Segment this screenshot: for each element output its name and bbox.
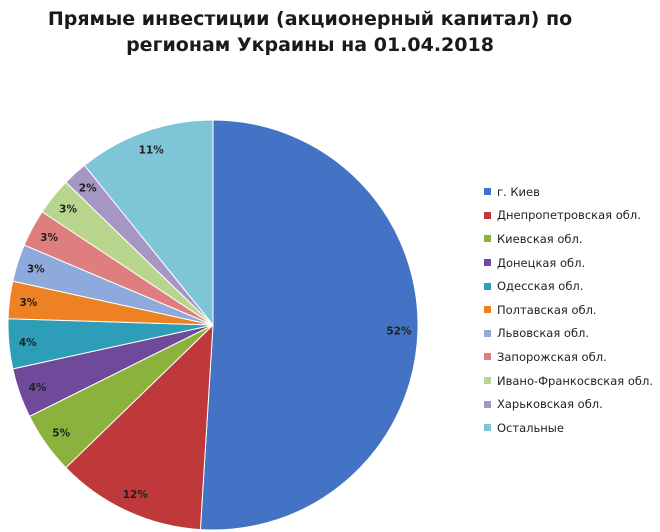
legend-swatch-10 [484, 424, 491, 432]
legend-item-2: Киевская обл. [484, 227, 653, 251]
legend-swatch-0 [484, 188, 491, 196]
legend-swatch-9 [484, 400, 491, 408]
pie-data-label-5: 3% [19, 297, 37, 309]
legend-item-1: Днепропетровская обл. [484, 204, 653, 228]
chart-title-line-2: регионам Украины на 01.04.2018 [126, 34, 494, 56]
chart-title: Прямые инвестиции (акционерный капитал) … [0, 6, 620, 58]
legend-label-2: Киевская обл. [497, 231, 583, 246]
pie-slice-1 [65, 323, 214, 531]
legend-item-3: Донецкая обл. [484, 251, 653, 275]
legend-item-8: Ивано-Франкосвская обл. [484, 369, 653, 393]
legend-swatch-7 [484, 353, 491, 361]
legend-item-6: Львовская обл. [484, 322, 653, 346]
pie-data-label-1: 12% [123, 489, 149, 501]
legend-swatch-1 [484, 211, 491, 219]
pie-data-label-6: 3% [27, 264, 45, 276]
legend-swatch-5 [484, 306, 491, 314]
legend-item-4: Одесская обл. [484, 274, 653, 298]
legend-swatch-4 [484, 282, 491, 290]
legend-item-9: Харьковская обл. [484, 392, 653, 416]
legend-label-3: Донецкая обл. [497, 255, 586, 270]
pie-data-label-2: 5% [52, 428, 70, 440]
chart-legend: г. Киев Днепропетровская обл. Киевская обл… [484, 180, 653, 440]
legend-label-7: Запорожская обл. [497, 349, 607, 364]
pie-data-label-7: 3% [40, 232, 58, 244]
legend-label-5: Полтавская обл. [497, 302, 597, 317]
legend-swatch-8 [484, 377, 491, 385]
legend-label-9: Харьковская обл. [497, 397, 603, 412]
chart-title-line-1: Прямые инвестиции (акционерный капитал) … [47, 8, 573, 30]
legend-label-4: Одесская обл. [497, 279, 584, 294]
legend-swatch-2 [484, 235, 491, 243]
pie-data-label-4: 4% [19, 337, 37, 349]
legend-item-0: г. Киев [484, 180, 653, 204]
legend-swatch-6 [484, 329, 491, 337]
pie-data-label-0: 52% [386, 326, 412, 338]
pie-data-label-8: 3% [59, 203, 77, 215]
legend-swatch-3 [484, 259, 491, 267]
pie-slice-10 [83, 119, 214, 327]
legend-item-10: Остальные [484, 416, 653, 440]
pie-slice-0 [199, 119, 419, 531]
legend-label-6: Львовская обл. [497, 326, 590, 341]
legend-label-0: г. Киев [497, 184, 540, 199]
legend-item-7: Запорожская обл. [484, 345, 653, 369]
pie-data-label-3: 4% [29, 382, 47, 394]
pie-data-label-10: 11% [139, 145, 165, 157]
legend-label-10: Остальные [497, 420, 564, 435]
legend-label-8: Ивано-Франкосвская обл. [497, 373, 654, 388]
legend-item-5: Полтавская обл. [484, 298, 653, 322]
legend-label-1: Днепропетровская обл. [497, 208, 641, 223]
pie-data-label-9: 2% [79, 183, 97, 195]
